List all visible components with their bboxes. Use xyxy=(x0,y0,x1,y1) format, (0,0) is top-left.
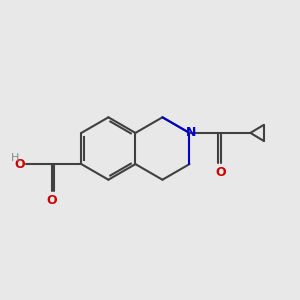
Text: O: O xyxy=(46,194,57,207)
Text: O: O xyxy=(14,158,25,171)
Text: N: N xyxy=(186,126,196,140)
Text: O: O xyxy=(215,166,226,179)
Text: H: H xyxy=(11,153,19,163)
